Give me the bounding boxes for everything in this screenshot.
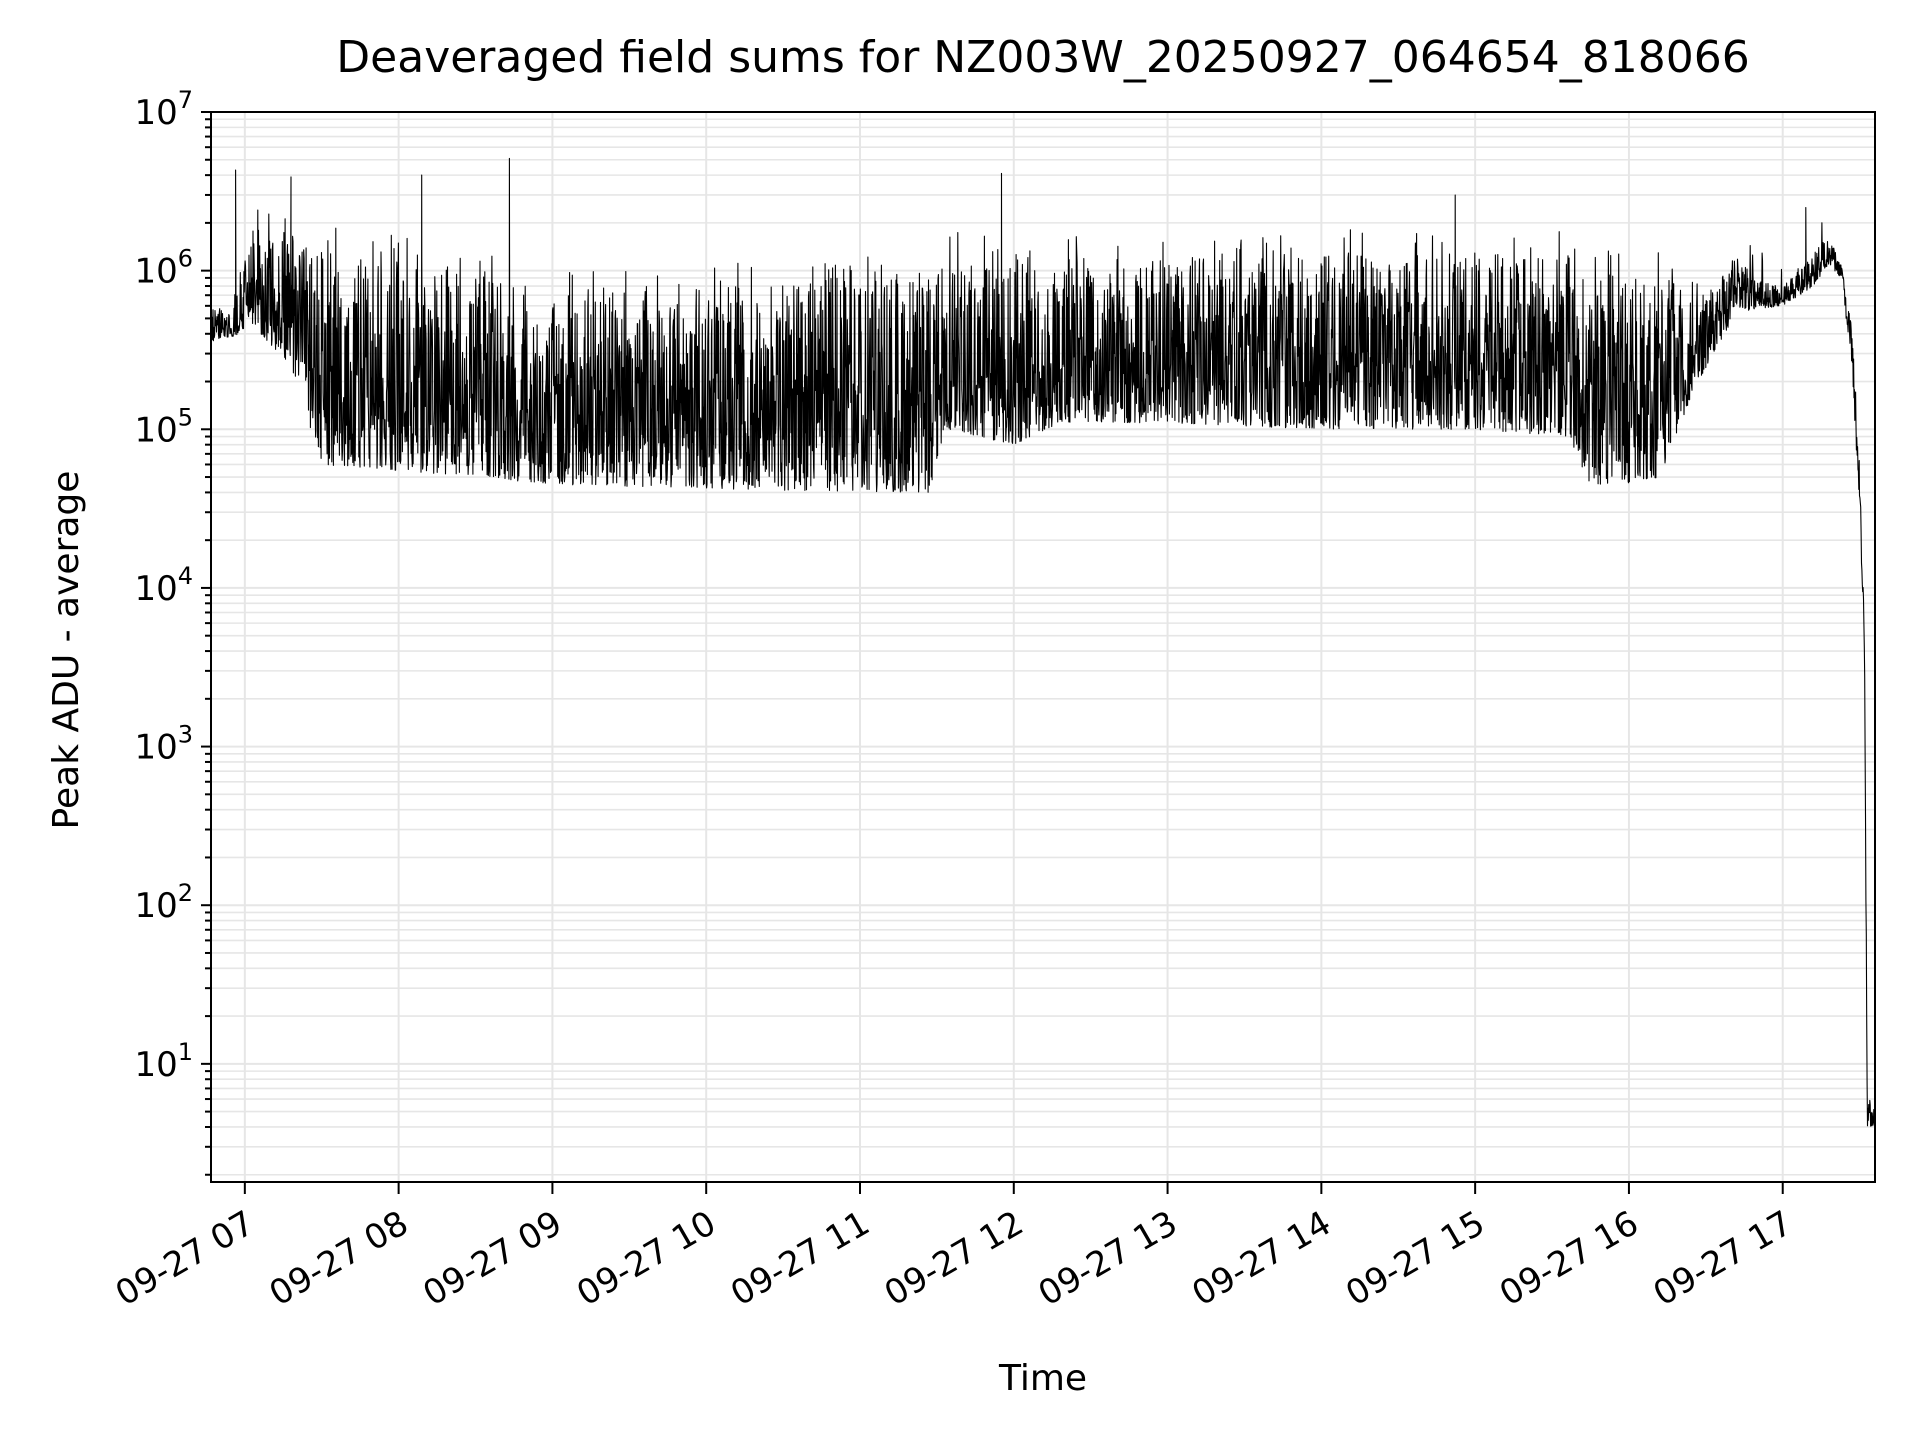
grid xyxy=(211,111,1875,1182)
y-tick-label: 104 xyxy=(134,562,193,609)
y-tick-label: 105 xyxy=(134,403,193,450)
series-layer xyxy=(210,157,1876,1127)
y-tick-label: 102 xyxy=(134,879,193,926)
y-tick-label: 107 xyxy=(134,86,193,133)
chart-title: Deaveraged field sums for NZ003W_2025092… xyxy=(336,32,1749,83)
y-tick-label: 101 xyxy=(134,1038,193,1085)
plot-frame xyxy=(210,111,1876,1183)
axes-frame xyxy=(210,111,1876,1183)
y-tick-label: 106 xyxy=(134,245,193,292)
series-line-deaveraged_field_sum xyxy=(210,157,1876,1127)
x-axis-title: Time xyxy=(998,1358,1087,1399)
y-axis-title: Peak ADU - average xyxy=(46,471,87,830)
y-tick-label: 103 xyxy=(134,721,193,768)
